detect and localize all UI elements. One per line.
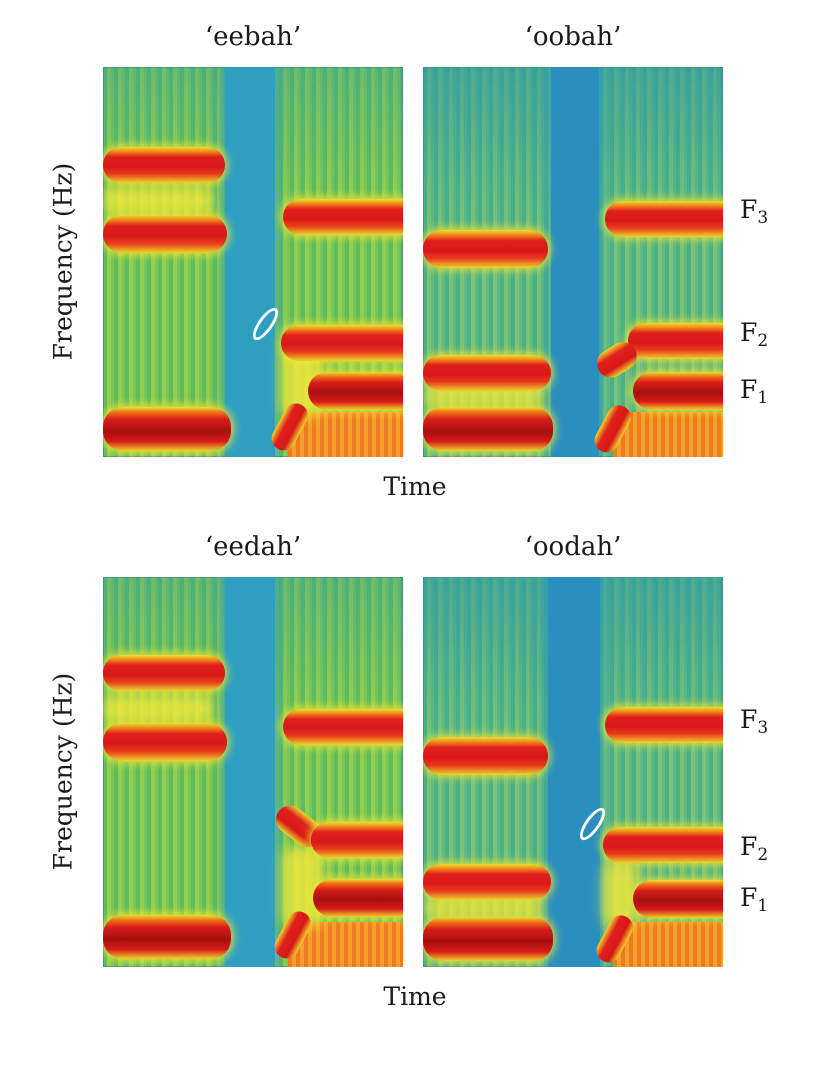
formant-f2-left <box>423 864 551 900</box>
y-axis-label-row1: Frequency (Hz) <box>48 162 78 361</box>
formant-f3-left <box>423 737 548 775</box>
formant-f1-left <box>423 407 553 451</box>
formant-f1-left <box>103 915 231 959</box>
closure-silence <box>225 67 275 457</box>
panel-title-eedah: ‘eedah’ <box>204 532 302 562</box>
formant-label-f2-row1: F2 <box>740 318 769 351</box>
spectrogram-eebah <box>103 67 403 457</box>
formant-f3-left <box>423 230 548 268</box>
formant-f1-right <box>313 879 403 917</box>
panel-title-oodah: ‘oodah’ <box>524 532 622 562</box>
formant-f1-left <box>423 917 553 961</box>
formant-f3-left <box>103 655 225 691</box>
spectrogram-oobah <box>423 67 723 457</box>
formant-label-f1-row2: F1 <box>740 883 769 916</box>
panel-title-eebah: ‘eebah’ <box>204 22 302 52</box>
voicing-energy <box>613 412 723 457</box>
formant-f3-right <box>605 707 723 743</box>
formant-f3-left <box>103 147 225 183</box>
formant-f2-right <box>311 822 403 858</box>
formant-f1-left <box>103 407 231 451</box>
formant-f1-right <box>308 372 403 410</box>
closure-silence <box>551 67 599 457</box>
formant-f1-right <box>633 372 723 410</box>
vowel-energy <box>423 899 543 917</box>
formant-label-f3-row2: F3 <box>740 705 769 738</box>
formant-label-f1-row1: F1 <box>740 375 769 408</box>
vowel-energy <box>423 389 543 407</box>
formant-f2-left <box>103 215 227 253</box>
formant-label-f3-row1: F3 <box>740 195 769 228</box>
formant-f2-right <box>281 325 403 361</box>
x-axis-label-row2: Time <box>383 982 447 1011</box>
formant-label-f2-row2: F2 <box>740 832 769 865</box>
formant-f2-left <box>103 723 227 761</box>
closure-silence <box>225 577 275 967</box>
y-axis-label-row2: Frequency (Hz) <box>48 672 78 871</box>
formant-f3-right <box>605 201 723 237</box>
panel-title-oobah: ‘oobah’ <box>524 22 622 52</box>
closure-silence <box>548 577 600 967</box>
formant-f2-right <box>628 323 723 359</box>
formant-f1-right <box>633 880 723 918</box>
formant-f3-right <box>283 709 403 745</box>
formant-f2-right <box>603 827 723 863</box>
formant-f2-left <box>423 355 551 391</box>
formant-f3-right <box>283 199 403 235</box>
vowel-energy <box>103 187 213 215</box>
vowel-energy <box>103 695 213 723</box>
spectrogram-eedah <box>103 577 403 967</box>
spectrogram-oodah <box>423 577 723 967</box>
x-axis-label-row1: Time <box>383 472 447 501</box>
